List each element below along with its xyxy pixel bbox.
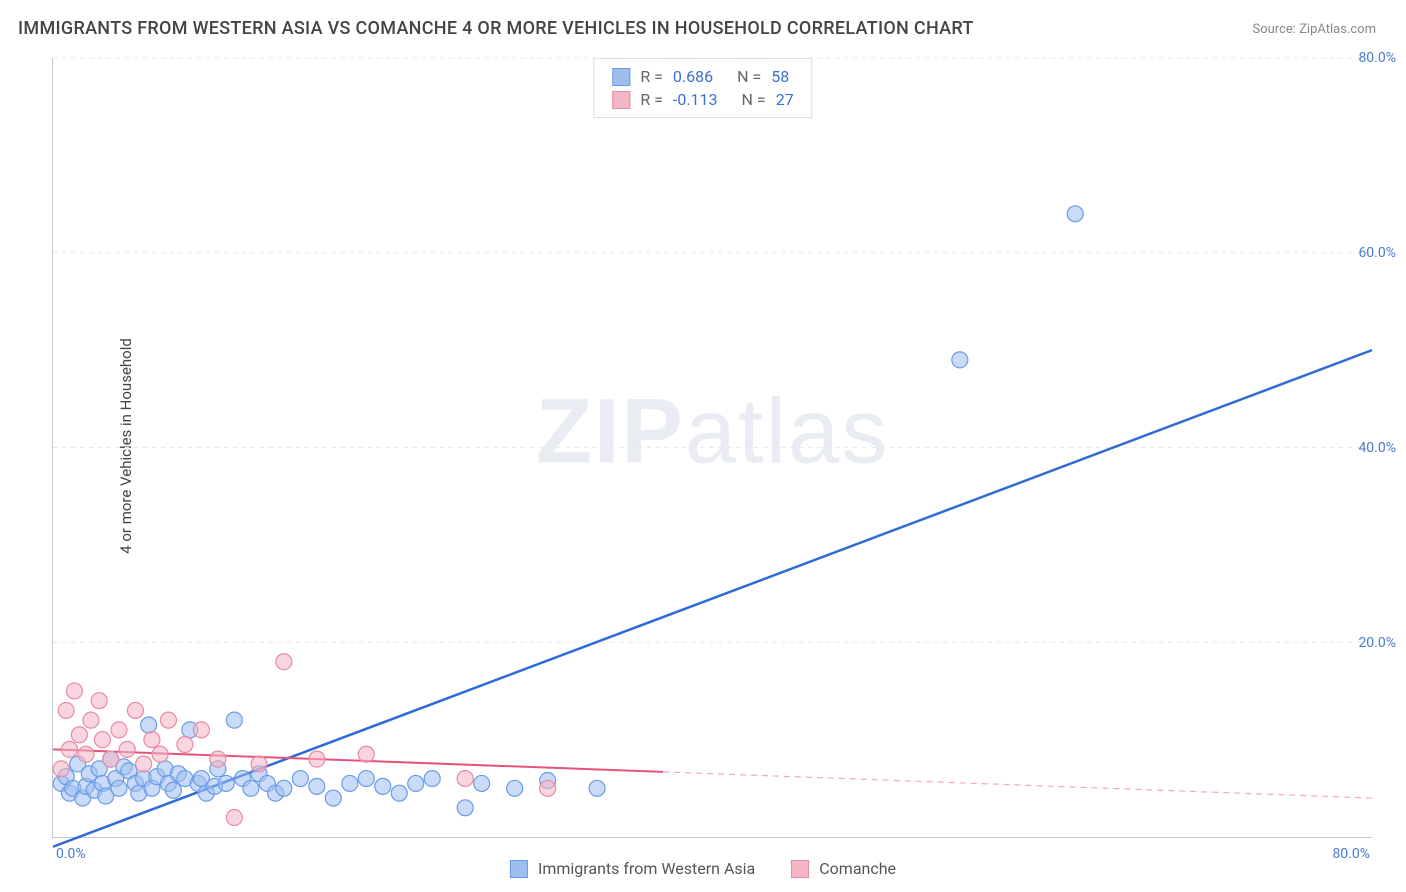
data-point bbox=[424, 771, 440, 787]
chart-container: IMMIGRANTS FROM WESTERN ASIA VS COMANCHE… bbox=[0, 0, 1406, 892]
y-tick-label: 80.0% bbox=[1358, 50, 1396, 66]
data-point bbox=[474, 775, 490, 791]
data-point bbox=[152, 746, 168, 762]
data-point bbox=[94, 732, 110, 748]
data-point bbox=[507, 780, 523, 796]
data-point bbox=[391, 785, 407, 801]
data-point bbox=[111, 722, 127, 738]
data-point bbox=[210, 751, 226, 767]
bottom-legend: Immigrants from Western Asia Comanche bbox=[510, 859, 896, 878]
data-point bbox=[358, 771, 374, 787]
data-point bbox=[136, 756, 152, 772]
data-point bbox=[111, 780, 127, 796]
data-point bbox=[160, 712, 176, 728]
data-point bbox=[177, 737, 193, 753]
data-point bbox=[325, 790, 341, 806]
stat-n-value: 27 bbox=[776, 90, 794, 109]
stats-row: R = -0.113 N = 27 bbox=[612, 88, 793, 111]
data-point bbox=[309, 778, 325, 794]
data-point bbox=[342, 775, 358, 791]
data-point bbox=[243, 780, 259, 796]
data-point bbox=[193, 722, 209, 738]
gridlines bbox=[53, 58, 1372, 642]
data-point bbox=[408, 775, 424, 791]
plot-svg bbox=[53, 58, 1372, 837]
data-point bbox=[540, 780, 556, 796]
legend-swatch bbox=[791, 860, 809, 878]
data-point bbox=[309, 751, 325, 767]
data-point bbox=[119, 741, 135, 757]
stat-r-value: 0.686 bbox=[673, 67, 713, 86]
data-point bbox=[457, 771, 473, 787]
data-point bbox=[141, 717, 157, 733]
legend-label: Comanche bbox=[819, 859, 896, 878]
plot-area: ZIPatlas bbox=[52, 58, 1372, 838]
stat-n-label: N = bbox=[737, 67, 761, 86]
source-attribution: Source: ZipAtlas.com bbox=[1252, 22, 1376, 37]
x-tick-0: 0.0% bbox=[56, 846, 86, 862]
data-point bbox=[952, 352, 968, 368]
data-point bbox=[276, 654, 292, 670]
data-point bbox=[103, 751, 119, 767]
data-point bbox=[1067, 206, 1083, 222]
stat-r-label: R = bbox=[640, 67, 663, 86]
stat-r-label: R = bbox=[640, 90, 663, 109]
data-point bbox=[58, 702, 74, 718]
data-point bbox=[91, 693, 107, 709]
legend-item: Immigrants from Western Asia bbox=[510, 859, 755, 878]
data-point bbox=[589, 780, 605, 796]
series-swatch bbox=[612, 91, 630, 109]
y-tick-label: 20.0% bbox=[1358, 635, 1396, 651]
legend-label: Immigrants from Western Asia bbox=[538, 859, 755, 878]
data-point bbox=[83, 712, 99, 728]
stats-row: R = 0.686 N = 58 bbox=[612, 65, 793, 88]
stats-legend: R = 0.686 N = 58 R = -0.113 N = 27 bbox=[593, 58, 812, 118]
data-point bbox=[78, 746, 94, 762]
data-point bbox=[457, 800, 473, 816]
data-point bbox=[66, 683, 82, 699]
data-point bbox=[144, 732, 160, 748]
data-point bbox=[292, 771, 308, 787]
data-point bbox=[53, 761, 69, 777]
data-point bbox=[226, 712, 242, 728]
legend-item: Comanche bbox=[791, 859, 896, 878]
stat-n-label: N = bbox=[742, 90, 766, 109]
scatter-points bbox=[53, 206, 1083, 826]
y-tick-label: 40.0% bbox=[1358, 440, 1396, 456]
stat-n-value: 58 bbox=[771, 67, 789, 86]
data-point bbox=[218, 775, 234, 791]
data-point bbox=[276, 780, 292, 796]
data-point bbox=[375, 778, 391, 794]
series-swatch bbox=[612, 68, 630, 86]
chart-title: IMMIGRANTS FROM WESTERN ASIA VS COMANCHE… bbox=[18, 18, 974, 39]
data-point bbox=[61, 741, 77, 757]
data-point bbox=[127, 702, 143, 718]
data-point bbox=[226, 810, 242, 826]
y-tick-label: 60.0% bbox=[1358, 245, 1396, 261]
data-point bbox=[251, 756, 267, 772]
data-point bbox=[71, 727, 87, 743]
x-tick-80: 80.0% bbox=[1332, 846, 1370, 862]
legend-swatch bbox=[510, 860, 528, 878]
stat-r-value: -0.113 bbox=[673, 90, 718, 109]
data-point bbox=[358, 746, 374, 762]
